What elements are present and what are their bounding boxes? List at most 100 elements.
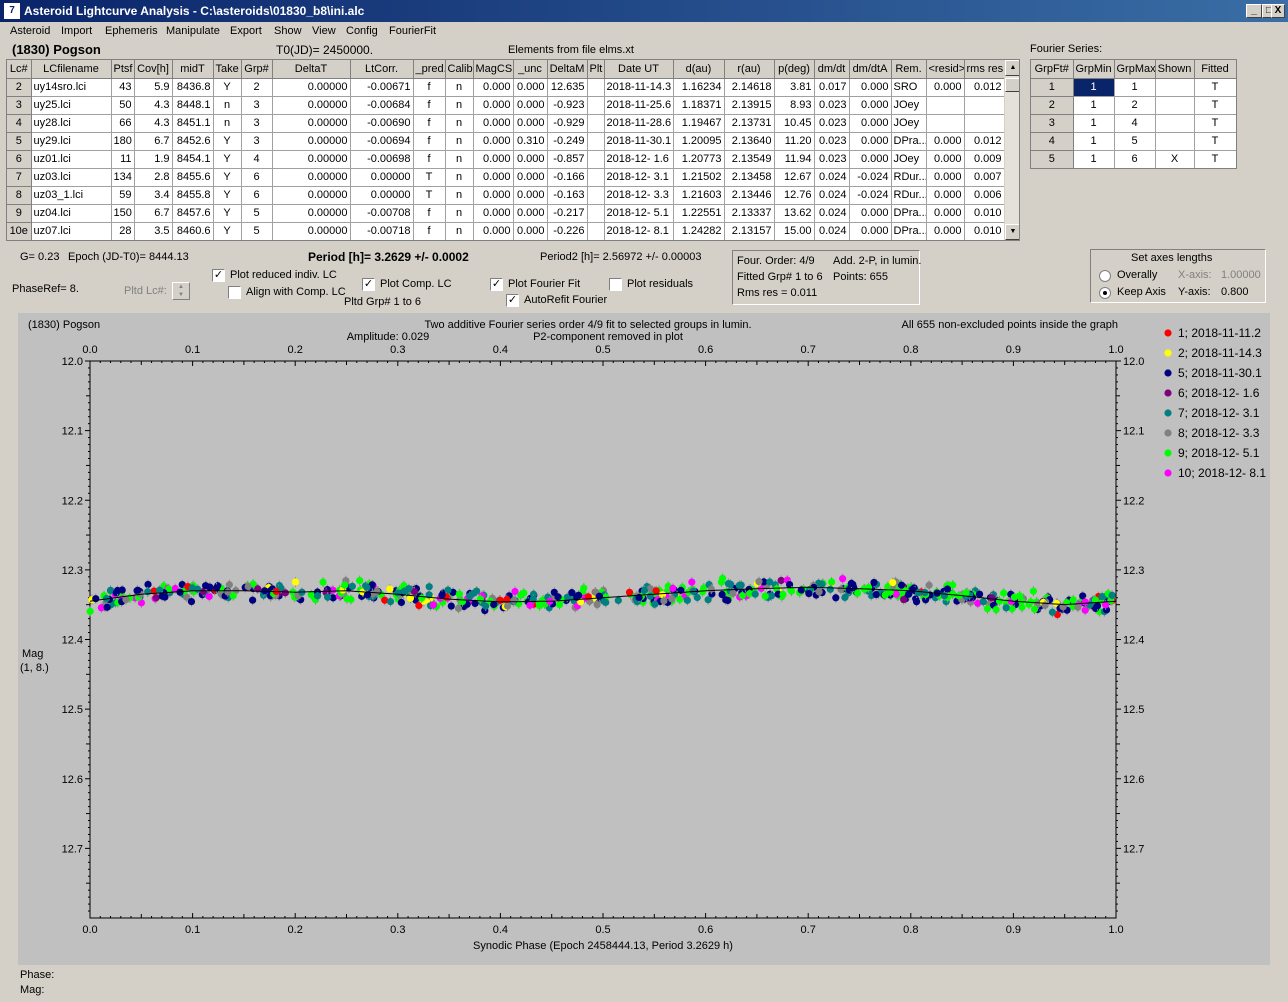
data-point[interactable] bbox=[329, 594, 337, 602]
data-point[interactable] bbox=[1018, 603, 1026, 611]
table-cell[interactable]: 10.45 bbox=[774, 114, 815, 133]
table-cell[interactable]: 8457.6 bbox=[172, 204, 214, 223]
row-header[interactable]: 5 bbox=[7, 132, 32, 151]
data-point[interactable] bbox=[841, 593, 849, 602]
table-cell[interactable]: 0.000 bbox=[473, 150, 514, 169]
table-cell[interactable]: 180 bbox=[111, 132, 135, 151]
table-cell[interactable]: 1.20095 bbox=[673, 132, 725, 151]
data-point[interactable] bbox=[469, 589, 478, 597]
data-point[interactable] bbox=[839, 575, 847, 583]
data-point[interactable] bbox=[106, 586, 115, 594]
table-cell[interactable]: JOey bbox=[891, 150, 927, 169]
data-point[interactable] bbox=[103, 603, 111, 611]
table-cell[interactable]: 0.00000 bbox=[272, 150, 351, 169]
data-point[interactable] bbox=[872, 590, 880, 599]
table-cell[interactable]: Y bbox=[213, 150, 242, 169]
data-point[interactable] bbox=[975, 590, 984, 598]
table-row[interactable]: 3 uy25.lci 50 4.3 8448.1 n 3 0.00000 -0.00684 f n 0… bbox=[7, 96, 1005, 115]
table-cell[interactable]: 50 bbox=[111, 96, 135, 115]
keep-axis-radio[interactable] bbox=[1099, 287, 1111, 299]
lc-column-header[interactable]: Calib. bbox=[445, 60, 474, 79]
lc-column-header[interactable]: Grp# bbox=[241, 60, 273, 79]
table-cell[interactable]: uy28.lci bbox=[31, 114, 112, 133]
table-cell[interactable]: DPra... bbox=[891, 132, 927, 151]
data-point[interactable] bbox=[447, 602, 455, 610]
table-cell[interactable]: -0.166 bbox=[547, 168, 588, 187]
menu-import[interactable]: Import bbox=[61, 25, 93, 37]
table-cell[interactable]: 0.00000 bbox=[272, 96, 351, 115]
table-cell[interactable]: 2.13446 bbox=[724, 186, 775, 205]
table-cell[interactable]: 0.000 bbox=[513, 168, 548, 187]
table-cell[interactable]: 3.81 bbox=[774, 78, 815, 97]
data-point[interactable] bbox=[113, 586, 122, 595]
table-cell[interactable]: f bbox=[413, 150, 446, 169]
table-cell[interactable]: 0.000 bbox=[849, 204, 892, 223]
data-point[interactable] bbox=[676, 595, 684, 604]
fourier-column-header[interactable]: GrpMax bbox=[1114, 60, 1156, 79]
row-header[interactable]: 4 bbox=[1031, 132, 1074, 151]
scroll-up-icon[interactable]: ▲ bbox=[1005, 60, 1019, 76]
data-point[interactable] bbox=[356, 576, 364, 585]
table-cell[interactable]: uz04.lci bbox=[31, 204, 112, 223]
data-point[interactable] bbox=[511, 587, 519, 596]
data-point[interactable] bbox=[737, 581, 745, 589]
table-cell[interactable]: -0.163 bbox=[547, 186, 588, 205]
table-cell[interactable]: 2018-11-25.6 bbox=[604, 96, 674, 115]
table-cell[interactable]: 2018-12- 3.3 bbox=[604, 186, 674, 205]
table-cell[interactable] bbox=[1155, 132, 1195, 151]
fourier-column-header[interactable]: GrpFt# bbox=[1031, 60, 1074, 79]
table-cell[interactable]: 6 bbox=[1114, 150, 1156, 168]
table-cell[interactable]: 11.20 bbox=[774, 132, 815, 151]
table-cell[interactable]: 0.000 bbox=[849, 132, 892, 151]
data-point[interactable] bbox=[134, 586, 142, 594]
data-point[interactable] bbox=[1098, 593, 1106, 601]
data-point[interactable] bbox=[520, 589, 528, 597]
table-cell[interactable]: 0.010 bbox=[964, 222, 1005, 240]
data-point[interactable] bbox=[779, 590, 787, 599]
table-cell[interactable]: uy25.lci bbox=[31, 96, 112, 115]
data-point[interactable] bbox=[535, 602, 544, 610]
data-point[interactable] bbox=[144, 580, 152, 589]
table-cell[interactable]: 0.000 bbox=[473, 168, 514, 187]
table-cell[interactable]: f bbox=[413, 132, 446, 151]
data-point[interactable] bbox=[797, 586, 805, 594]
table-cell[interactable]: n bbox=[445, 204, 474, 223]
fourier-column-header[interactable]: Fitted bbox=[1194, 60, 1236, 79]
table-cell[interactable]: -0.00698 bbox=[350, 150, 414, 169]
table-cell[interactable]: 2018-12- 5.1 bbox=[604, 204, 674, 223]
table-cell[interactable]: 2.13731 bbox=[724, 114, 775, 133]
table-cell[interactable]: 5 bbox=[241, 204, 273, 223]
lc-column-header[interactable]: d(au) bbox=[673, 60, 725, 79]
lc-column-header[interactable]: MagCS bbox=[473, 60, 514, 79]
table-cell[interactable]: n bbox=[445, 222, 474, 240]
data-point[interactable] bbox=[900, 595, 908, 604]
data-point[interactable] bbox=[152, 594, 160, 602]
table-cell[interactable]: f bbox=[413, 78, 446, 97]
table-cell[interactable]: 12.635 bbox=[547, 78, 588, 97]
data-point[interactable] bbox=[818, 580, 826, 588]
table-cell[interactable]: 0.000 bbox=[849, 114, 892, 133]
table-cell[interactable]: 0.007 bbox=[964, 168, 1005, 187]
data-point[interactable] bbox=[429, 601, 438, 609]
table-cell[interactable]: 8460.6 bbox=[172, 222, 214, 240]
table-cell[interactable]: 0.006 bbox=[964, 186, 1005, 205]
data-point[interactable] bbox=[397, 598, 405, 607]
data-point[interactable] bbox=[386, 597, 395, 606]
table-cell[interactable]: RDur... bbox=[891, 186, 927, 205]
table-cell[interactable]: n bbox=[445, 168, 474, 187]
table-cell[interactable]: n bbox=[445, 96, 474, 115]
table-cell[interactable] bbox=[1155, 96, 1195, 115]
lc-column-header[interactable]: _pred. bbox=[413, 60, 446, 79]
table-cell[interactable]: n bbox=[213, 114, 242, 133]
table-cell[interactable]: 0.023 bbox=[814, 150, 850, 169]
data-point[interactable] bbox=[363, 583, 371, 592]
table-cell[interactable]: f bbox=[413, 96, 446, 115]
row-header[interactable]: 5 bbox=[1031, 150, 1074, 168]
row-header[interactable]: 4 bbox=[7, 114, 32, 133]
table-cell[interactable]: 2.13915 bbox=[724, 96, 775, 115]
data-point[interactable] bbox=[738, 592, 746, 600]
data-point[interactable] bbox=[625, 588, 634, 596]
data-point[interactable] bbox=[805, 589, 813, 598]
